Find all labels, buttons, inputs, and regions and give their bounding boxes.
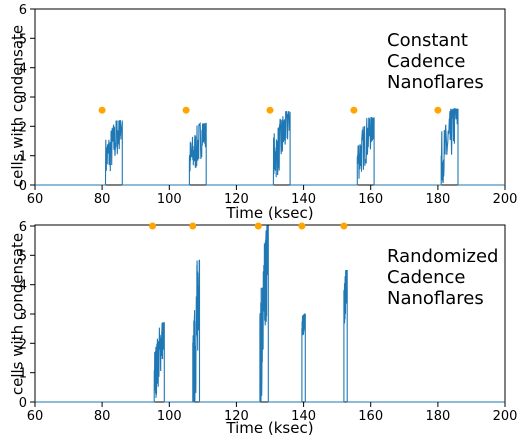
top-xtick-label-160: 160 [358, 192, 383, 207]
top-xtick-label-140: 140 [291, 192, 316, 207]
top-xtick-label-80: 80 [94, 192, 111, 207]
top-ytick-label-3: 3 [19, 91, 27, 106]
top-series-line [35, 108, 505, 186]
top-xtick-label-180: 180 [425, 192, 450, 207]
top-x-axis-label: Time (ksec) [225, 204, 313, 222]
top-annotation-line1: Constant [387, 30, 468, 51]
bottom-annotation-line3: Nanoflares [387, 288, 484, 309]
top-series [35, 108, 505, 186]
bottom-series [35, 225, 505, 403]
top-xtick-label-200: 200 [493, 192, 518, 207]
top-marker-3 [350, 106, 358, 114]
bottom-ytick-label-1: 1 [19, 367, 27, 382]
top-ytick-label-6: 6 [19, 3, 27, 18]
top-ytick-label-1: 1 [19, 150, 27, 165]
bottom-xtick-label-140: 140 [291, 409, 316, 424]
top-marker-4 [434, 106, 442, 114]
bottom-ytick-label-4: 4 [19, 279, 27, 294]
bottom-xtick-label-180: 180 [425, 409, 450, 424]
bottom-marker-2 [254, 222, 262, 230]
top-ytick-label-5: 5 [19, 32, 27, 47]
top-xtick-label-120: 120 [224, 192, 249, 207]
top-annotation-line2: Cadence [387, 51, 465, 72]
shared-y-label: cells with condensate [9, 25, 27, 187]
bottom-xtick-label-80: 80 [94, 409, 111, 424]
bottom-annotation-line2: Cadence [387, 267, 465, 288]
bottom-x-axis-label: Time (ksec) [225, 419, 313, 436]
top-xtick-label-60: 60 [27, 192, 44, 207]
bottom-marker-0 [149, 222, 156, 230]
bottom-y-label: cells with condensate [9, 233, 27, 395]
top-ytick-label-0: 0 [19, 179, 27, 194]
bottom-ytick-label-5: 5 [19, 249, 27, 264]
bottom-series-line [35, 225, 505, 403]
bottom-markers [149, 222, 348, 230]
top-ytick-label-2: 2 [19, 120, 27, 135]
bottom-ytick-label-3: 3 [19, 308, 27, 323]
bottom-xtick-label-60: 60 [27, 409, 44, 424]
bottom-xtick-label-120: 120 [224, 409, 249, 424]
top-xtick-label-100: 100 [157, 192, 182, 207]
top-marker-1 [182, 106, 190, 114]
bottom-marker-4 [340, 222, 348, 230]
bottom-xtick-label-200: 200 [493, 409, 518, 424]
top-panel: 0 1 2 3 4 5 6 60 80 100 120 140 160 180 … [19, 3, 518, 222]
bottom-ytick-label-6: 6 [19, 220, 27, 235]
bottom-marker-1 [189, 222, 197, 230]
top-markers [98, 106, 442, 114]
top-ytick-label-4: 4 [19, 62, 27, 77]
top-annotation-line3: Nanoflares [387, 72, 484, 93]
bottom-panel: cells with condensate 0 1 2 3 4 5 6 60 8… [9, 220, 518, 436]
top-marker-2 [266, 106, 274, 114]
bottom-ytick-label-0: 0 [19, 396, 27, 411]
bottom-marker-3 [298, 222, 306, 230]
bottom-xtick-label-160: 160 [358, 409, 383, 424]
bottom-ytick-label-2: 2 [19, 337, 27, 352]
bottom-xtick-label-100: 100 [157, 409, 182, 424]
bottom-annotation-line1: Randomized [387, 246, 498, 267]
top-marker-0 [98, 106, 106, 114]
